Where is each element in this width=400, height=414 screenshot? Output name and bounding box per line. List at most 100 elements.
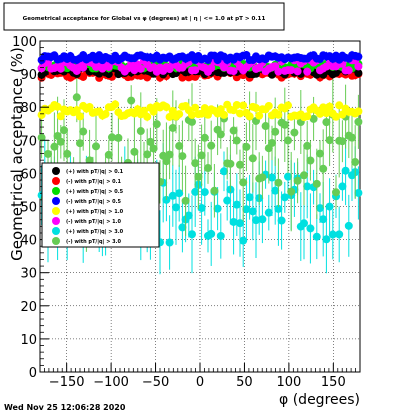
data-point [322,235,331,244]
legend-label: (+) with pT/|q| > 0.1 [66,169,124,175]
data-point [236,219,244,228]
data-point [162,103,171,112]
data-point [239,236,248,245]
data-point [341,166,350,175]
data-point [258,215,267,224]
data-point [338,182,347,191]
legend-label: (-) with pT/|q| > 3.0 [66,239,122,245]
legend-label: (-) with pT/|q| > 0.5 [66,199,122,205]
data-point [191,159,200,168]
data-point [197,204,206,213]
y-tick-label: 40 [20,234,37,249]
axis-ticks: −150 −100 −50 0 50 100 150 0 10 20 30 40 50 60 70 80 90 1… [12,35,356,390]
data-point [354,188,363,197]
data-point [149,144,158,153]
data-point [188,230,196,239]
legend-marker [52,197,60,205]
data-point [284,136,292,145]
data-point [239,101,248,110]
legend: (+) with pT/|q| > 0.1 (-) with pT/|q| > 0… [41,162,160,248]
data-point [213,204,222,213]
data-point [236,109,244,118]
data-point [76,112,84,121]
chart-title: Geometrical acceptance for Global vs φ (… [23,16,266,22]
data-point [232,100,241,109]
data-point [220,167,228,176]
data-point [143,112,152,121]
data-point [197,151,206,160]
y-tick-label: 60 [20,167,37,182]
data-point [165,238,174,247]
x-tick-label: −150 [49,375,85,390]
data-point [354,107,363,116]
data-point [303,182,312,191]
x-tick-label: 100 [276,375,301,390]
legend-marker [52,177,60,185]
data-point [56,137,65,146]
data-point [63,149,72,158]
data-point [79,63,88,72]
data-point [85,102,94,111]
data-point [76,139,84,148]
data-point [56,112,65,121]
data-point [191,187,200,196]
data-point [210,186,219,195]
data-point [268,173,276,182]
data-point [130,147,139,156]
data-point [232,136,241,145]
y-tick-label: 100 [12,35,37,50]
data-point [104,150,113,159]
data-point [72,106,81,115]
data-point [37,110,46,119]
data-point [92,142,100,151]
data-point [303,141,312,150]
data-point [226,159,235,168]
x-tick-label: 0 [196,375,204,390]
data-point [271,186,280,195]
data-point [242,205,251,214]
x-tick-label: −100 [93,375,129,390]
data-point [236,160,244,169]
data-point [200,104,209,113]
data-point [200,188,209,197]
data-point [200,133,209,142]
data-point [274,204,283,213]
data-point [143,150,152,159]
data-point [312,232,321,241]
data-point [280,193,289,202]
data-point [303,112,312,121]
data-point [101,110,110,119]
legend-label: (+) with pT/|q| > 3.0 [66,229,124,235]
data-point [136,64,145,73]
data-point [37,133,46,142]
data-point [140,106,148,115]
data-point [168,123,177,132]
data-point [44,149,52,158]
data-point [316,109,324,118]
data-point [204,164,212,173]
data-point [72,66,81,75]
data-point [242,142,251,151]
data-point [325,136,334,145]
x-tick-label: −50 [142,375,169,390]
data-point [165,150,174,159]
series-group [37,100,363,122]
data-point [216,231,225,240]
data-point [309,114,318,123]
data-point [229,126,238,135]
data-point [181,196,190,205]
data-point [136,127,145,136]
data-point [184,211,193,220]
data-point [248,154,257,163]
footer-timestamp: Wed Nov 25 12:06:28 2020 [4,403,126,412]
data-point [300,219,308,228]
y-tick-label: 70 [20,134,37,149]
data-point [175,141,184,150]
data-point [178,223,187,232]
x-tick-label: 150 [321,375,346,390]
data-point [325,102,334,111]
data-point [287,187,296,196]
data-point [303,67,312,76]
y-tick-label: 10 [20,333,37,348]
